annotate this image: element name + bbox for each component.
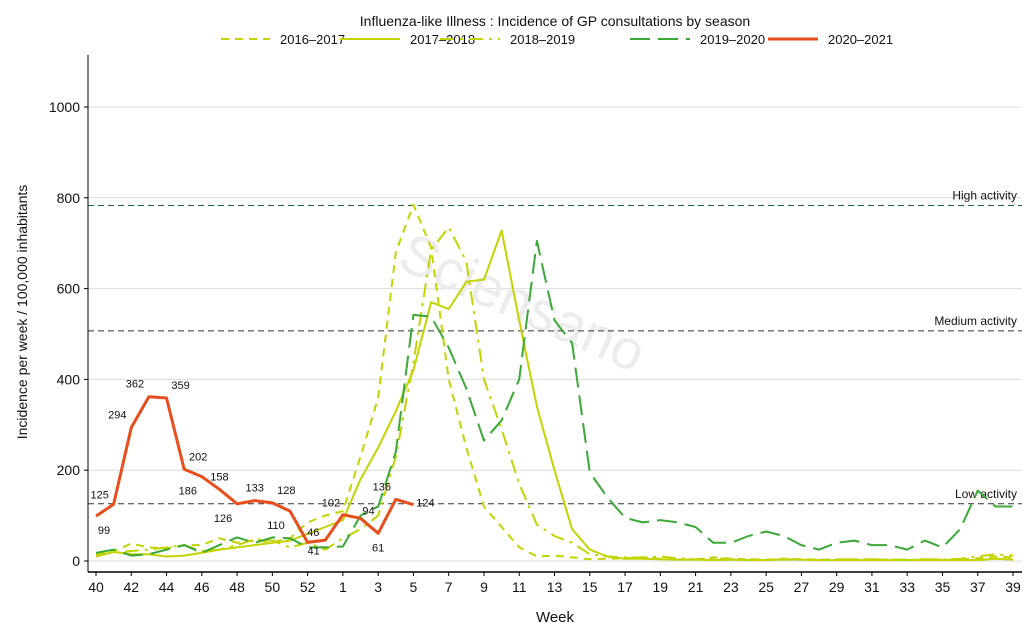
x-tick-label: 21	[688, 579, 704, 595]
data-label: 99	[98, 525, 110, 537]
x-tick-label: 1	[339, 579, 347, 595]
x-tick-label: 17	[617, 579, 633, 595]
x-tick-label: 31	[864, 579, 880, 595]
data-labels: 99 125 294 362 359 202 186 158 126 133 128 110 41 46 1…	[90, 379, 434, 558]
x-tick-label: 3	[374, 579, 382, 595]
x-tick-label: 40	[88, 579, 104, 595]
y-tick-label: 600	[57, 281, 81, 297]
data-label: 136	[373, 481, 391, 493]
x-tick-label: 29	[829, 579, 845, 595]
data-label: 94	[362, 505, 374, 517]
legend-label: 2018–2019	[510, 32, 575, 47]
x-tick-label: 5	[410, 579, 418, 595]
data-label: 126	[214, 513, 232, 525]
x-tick-label: 13	[547, 579, 563, 595]
x-tick-label: 7	[445, 579, 453, 595]
x-tick-label: 27	[794, 579, 810, 595]
threshold-label: High activity	[952, 189, 1017, 203]
x-axis-title: Week	[536, 609, 575, 626]
data-label: 294	[108, 410, 126, 422]
data-label: 46	[307, 527, 319, 539]
x-tick-label: 11	[512, 579, 527, 595]
y-tick-label: 400	[57, 371, 81, 387]
x-tick-label: 48	[229, 579, 245, 595]
x-tick-label: 15	[582, 579, 598, 595]
legend-label: 2019–2020	[700, 32, 765, 47]
y-axis-title: Incidence per week / 100,000 inhabitants	[14, 185, 30, 440]
data-label: 128	[277, 485, 295, 497]
y-tick-label: 1000	[49, 99, 80, 115]
x-tick-label: 50	[265, 579, 281, 595]
data-label: 186	[179, 486, 197, 498]
x-tick-label: 42	[123, 579, 139, 595]
threshold-label: Medium activity	[934, 314, 1017, 328]
series-2020-2021	[95, 395, 414, 544]
x-tick-label: 46	[194, 579, 210, 595]
series-lines	[95, 203, 1014, 562]
legend-label: 2016–2017	[280, 32, 345, 47]
x-tick-label: 25	[758, 579, 774, 595]
data-label: 362	[126, 379, 144, 391]
chart-title: Influenza-like Illness : Incidence of GP…	[360, 13, 750, 29]
series-2018-2019	[95, 226, 1014, 562]
data-label: 102	[322, 498, 340, 510]
y-tick-label: 0	[72, 553, 80, 569]
series-2019-2020	[95, 239, 1013, 557]
x-tick-label: 35	[935, 579, 951, 595]
x-tick-label: 44	[159, 579, 175, 595]
legend: 2016–2017 2017–2018 2018–2019 2019–2020 2020…	[221, 32, 893, 47]
threshold-label: Low activity	[955, 487, 1017, 501]
data-label: 158	[210, 471, 228, 483]
data-label: 61	[372, 542, 384, 554]
x-tick-label: 39	[1005, 579, 1021, 595]
data-label: 41	[307, 545, 319, 557]
data-label: 125	[90, 489, 108, 501]
x-tick-label: 19	[653, 579, 669, 595]
y-tick-label: 800	[57, 190, 81, 206]
data-label: 202	[189, 451, 207, 463]
x-tick-label: 52	[300, 579, 316, 595]
x-tick-label: 23	[723, 579, 739, 595]
y-tick-label: 200	[57, 462, 81, 478]
data-label: 133	[246, 483, 264, 495]
data-label: 124	[416, 498, 434, 510]
x-tick-label: 33	[899, 579, 915, 595]
data-label: 110	[267, 520, 285, 532]
x-tick-label: 9	[480, 579, 488, 595]
data-label: 359	[171, 380, 189, 392]
series-2017-2018	[95, 229, 1014, 562]
series-2016-2017	[95, 203, 1014, 562]
legend-label: 2020–2021	[828, 32, 893, 47]
x-tick-label: 37	[970, 579, 986, 595]
